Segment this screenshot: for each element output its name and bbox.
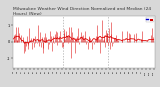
Text: Milwaukee Weather Wind Direction Normalized and Median (24 Hours) (New): Milwaukee Weather Wind Direction Normali… (13, 7, 151, 16)
Legend: , : , (146, 17, 154, 22)
